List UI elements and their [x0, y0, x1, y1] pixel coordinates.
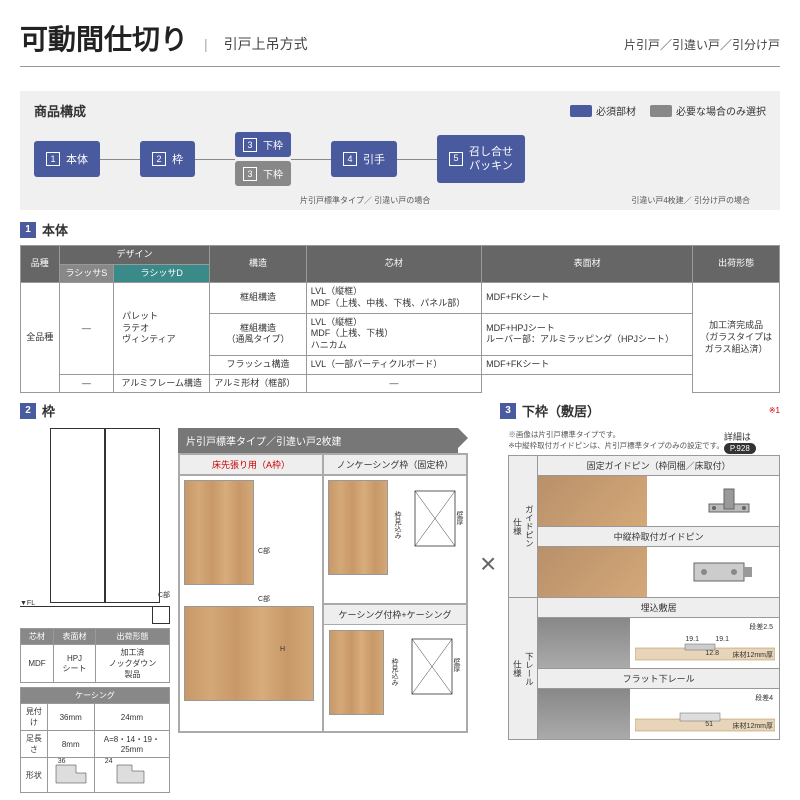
page-title: 可動間仕切り — [20, 18, 188, 58]
cross-icon: × — [476, 428, 500, 793]
page-subtitle: 引戸上吊方式 — [224, 34, 308, 54]
node-lower-frame-2: 3下枠 — [235, 161, 291, 186]
header-right-text: 片引戸／引違い戸／引分け戸 — [624, 36, 780, 53]
lower-frame-column: ※画像は片引戸標準タイプです。 ※中縦枠取付ガイドピンは、片引戸標準タイプのみの… — [508, 428, 780, 793]
legend: 必須部材 必要な場合のみ選択 — [570, 103, 766, 118]
separator: | — [204, 36, 208, 52]
node-handle: 4引手 — [331, 141, 397, 177]
guide-pin-table: ガイドピン 仕様 固定ガイドピン（枠同梱／床取付） 中縦枠取付ガイドピン 下レー… — [508, 455, 780, 740]
composition-flow: 1本体 2枠 3下枠 3下枠 4引手 5召し合せ パッキン — [34, 132, 766, 186]
body-spec-table: 品種 デザイン 構造 芯材 表面材 出荷形態 ラシッサS ラシッサD 全品種 —… — [20, 245, 780, 393]
node-lower-frame-1: 3下枠 — [235, 132, 291, 157]
node-frame: 2枠 — [140, 141, 195, 177]
caption-1: 片引戸標準タイプ／ 引違い戸の場合 — [300, 196, 430, 206]
casing-mini-table: ケーシング 見付け36mm24mm 足長さ8mmA=8・14・19・25mm 形… — [20, 687, 170, 793]
composition-panel: 商品構成 必須部材 必要な場合のみ選択 1本体 2枠 3下枠 3下枠 4引手 5… — [20, 91, 780, 210]
page-header: 可動間仕切り | 引戸上吊方式 片引戸／引違い戸／引分け戸 — [20, 18, 780, 67]
node-packing: 5召し合せ パッキン — [437, 135, 525, 184]
section-2-head: 2 枠 — [20, 401, 55, 420]
legend-swatch-required — [570, 105, 592, 117]
legend-swatch-optional — [650, 105, 672, 117]
section-3-head: 3 下枠（敷居） — [500, 401, 600, 420]
mid-header: 片引戸標準タイプ／引違い戸2枚建 — [178, 428, 458, 453]
frame-mid-column: 片引戸標準タイプ／引違い戸2枚建 床先張り用（A枠） ノンケーシング枠（固定枠）… — [178, 428, 468, 793]
caption-2: 引違い戸4枚建／ 引分け戸の場合 — [631, 196, 750, 206]
door-diagram: ▼FL C部 — [20, 428, 170, 668]
frame-left-column: ▼FL C部 芯材表面材出荷形態 MDFHPJ シート加工済 ノックダウン 製品… — [20, 428, 170, 793]
section-1-head: 1 本体 — [20, 220, 780, 239]
composition-title: 商品構成 — [34, 101, 86, 120]
node-body: 1本体 — [34, 141, 100, 177]
